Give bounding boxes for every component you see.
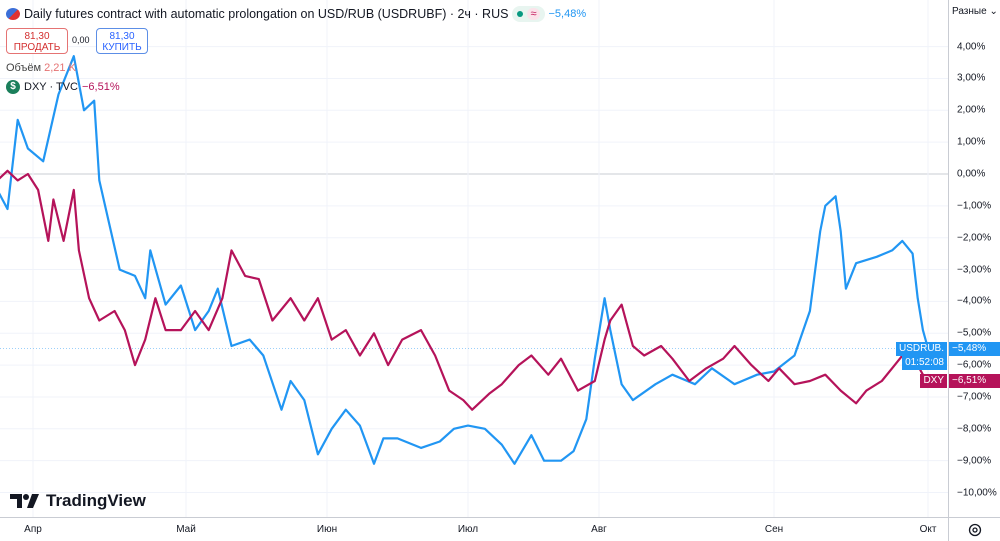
logo-text: TradingView [46, 491, 146, 510]
x-tick-label: Май [176, 524, 196, 535]
y-tick-label: −10,00% [957, 487, 997, 498]
y-tick-label: 3,00% [957, 72, 986, 84]
y-tick-label: 2,00% [957, 104, 986, 116]
approx-icon: ≈ [527, 8, 540, 20]
dollar-icon: $ [6, 80, 20, 94]
x-tick-label: Сен [764, 524, 784, 535]
series-value-label: −5,48% [949, 341, 1000, 356]
market-status-pill[interactable]: ≈ [512, 6, 545, 22]
compare-symbol-change: −6,51% [82, 81, 120, 93]
price-axis[interactable]: 4,00% 3,00% 2,00% 1,00% 0,00% −1,00% −2,00% −3,… [948, 0, 1000, 517]
scale-mode-label: Разные [952, 6, 987, 17]
tradingview-logo-icon [10, 494, 39, 508]
x-tick-label: Окт [919, 524, 937, 535]
y-tick-label: −6,00% [957, 359, 992, 371]
chart-plot-area[interactable] [0, 0, 948, 517]
scale-mode-dropdown[interactable]: Разные ⌄ [952, 6, 998, 17]
y-tick-label: −1,00% [957, 200, 992, 212]
buy-price: 81,30 [109, 31, 135, 42]
series-line-dxy [0, 169, 929, 411]
y-tick-label: −2,00% [957, 232, 992, 244]
volume-label: Объём [6, 62, 42, 74]
y-tick-label: −9,00% [957, 455, 992, 467]
y-tick-label: −7,00% [957, 391, 992, 403]
sell-label: ПРОДАТЬ [13, 42, 61, 53]
series-name-tag: DXY [920, 374, 947, 389]
gear-icon [968, 523, 981, 536]
y-tick-label: −5,00% [957, 327, 992, 339]
spread-value: 0,00 [72, 35, 90, 45]
x-tick-label: Июн [316, 524, 338, 535]
symbol-change: −5,48% [548, 8, 587, 20]
bar-countdown: 01:52:08 [902, 355, 947, 370]
y-tick-label: −4,00% [957, 295, 992, 307]
main-symbol-legend[interactable]: Daily futures contract with automatic pr… [6, 6, 586, 22]
y-tick-label: 4,00% [957, 41, 986, 53]
tradingview-logo[interactable]: TradingView [10, 491, 146, 511]
series-line-usdrub [0, 55, 930, 465]
x-tick-label: Июл [457, 524, 479, 535]
x-tick-label: Авг [591, 524, 607, 535]
y-tick-label: −3,00% [957, 264, 992, 276]
market-open-icon [517, 11, 524, 17]
time-axis[interactable]: Апр Май Июн Июл Авг Сен Окт [0, 517, 948, 541]
x-tick-label: Апр [24, 524, 42, 535]
compare-symbol-legend[interactable]: $ DXY · TVC −6,51% [6, 80, 120, 94]
volume-legend[interactable]: Объём 2,21 K [6, 62, 76, 74]
sell-price: 81,30 [24, 31, 50, 42]
compare-symbol-label: DXY · TVC [24, 81, 78, 93]
series-name-tag: USDRUB. [895, 341, 947, 356]
usd-rub-flag-icon [6, 8, 20, 20]
chart-settings-button[interactable] [948, 517, 1000, 541]
volume-value: 2,21 K [44, 62, 76, 74]
y-tick-label: −8,00% [957, 423, 992, 435]
symbol-title: Daily futures contract with automatic pr… [24, 7, 509, 21]
buy-label: КУПИТЬ [102, 42, 142, 53]
buy-button[interactable]: 81,30 КУПИТЬ [96, 28, 148, 54]
chart-svg [0, 0, 948, 517]
y-tick-label: 0,00% [957, 168, 986, 180]
sell-button[interactable]: 81,30 ПРОДАТЬ [6, 28, 68, 54]
series-value-label: −6,51% [949, 374, 1000, 389]
chevron-down-icon: ⌄ [989, 6, 998, 17]
y-tick-label: 1,00% [957, 136, 986, 148]
